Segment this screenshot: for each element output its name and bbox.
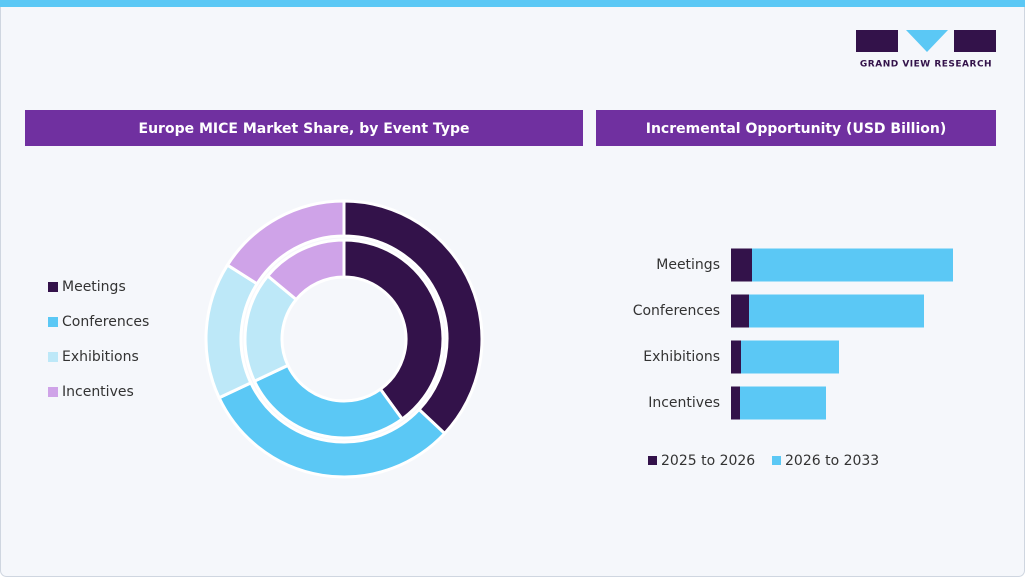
donut-segment — [265, 238, 346, 302]
bar-segment — [749, 294, 924, 328]
logo-block — [906, 30, 948, 52]
legend-swatch — [48, 282, 58, 292]
donut-segment — [342, 238, 445, 422]
bar-segment — [741, 340, 839, 374]
category-label: Conferences — [633, 303, 720, 319]
legend-swatch — [48, 352, 58, 362]
logo-block — [954, 30, 996, 52]
chart-title: Incremental Opportunity (USD Billion) — [646, 121, 947, 137]
legend-swatch — [772, 456, 781, 465]
legend-swatch — [48, 387, 58, 397]
bar-segment — [731, 248, 752, 282]
logo: GRAND VIEW RESEARCH — [856, 30, 996, 70]
donut-segment — [252, 363, 405, 440]
category-label: Meetings — [656, 257, 720, 273]
bar-segment — [731, 386, 740, 420]
legend-label: Incentives — [62, 384, 134, 400]
logo-block — [856, 30, 898, 52]
panel-header — [25, 110, 583, 146]
legend-swatch — [48, 317, 58, 327]
legend-label: 2025 to 2026 — [661, 453, 755, 469]
bar-segment — [740, 386, 826, 420]
legend-swatch — [648, 456, 657, 465]
chart-title: Europe MICE Market Share, by Event Type — [139, 121, 470, 137]
top-accent — [0, 0, 1025, 7]
donut-segment — [225, 199, 346, 286]
legend-label: Conferences — [62, 314, 149, 330]
legend-label: Meetings — [62, 279, 126, 295]
bar-segment — [752, 248, 953, 282]
legend-label: Exhibitions — [62, 349, 139, 365]
logo-text: GRAND VIEW RESEARCH — [860, 60, 992, 70]
legend-label: 2026 to 2033 — [785, 453, 879, 469]
category-label: Incentives — [648, 395, 720, 411]
bar-segment — [731, 340, 741, 374]
category-label: Exhibitions — [643, 349, 720, 365]
bar-segment — [731, 294, 749, 328]
panel-header — [596, 110, 996, 146]
